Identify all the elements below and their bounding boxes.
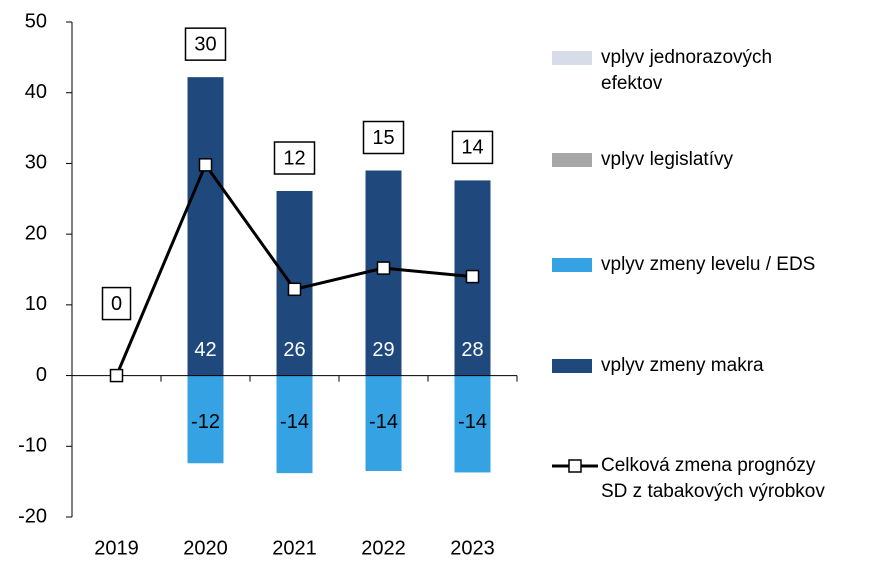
- y-tick-label: 40: [25, 81, 47, 103]
- bar-value-label: -14: [280, 411, 309, 433]
- bar-value-label: 42: [194, 339, 216, 361]
- line-value-label: 14: [461, 137, 483, 159]
- x-tick-label: 2020: [183, 537, 228, 559]
- line-value-label: 12: [283, 147, 305, 169]
- line-marker: [287, 282, 302, 297]
- bar-value-label: 26: [283, 339, 305, 361]
- line-label-box: [362, 120, 405, 155]
- line-marker: [376, 261, 391, 275]
- x-tick-label: 2022: [361, 537, 406, 559]
- y-tick-label: 20: [25, 222, 47, 244]
- bar-value-label: -14: [458, 411, 487, 433]
- bar: [365, 375, 402, 472]
- line-label-box: [451, 130, 494, 165]
- line-value-label: 30: [194, 33, 216, 55]
- bar: [187, 77, 224, 376]
- line-marker: [198, 158, 213, 172]
- y-tick-label: 10: [25, 293, 47, 315]
- legend-swatch: [552, 153, 592, 167]
- y-tick-label: 30: [25, 152, 47, 174]
- x-tick-label: 2023: [450, 537, 495, 559]
- bar: [187, 375, 224, 464]
- bar: [276, 375, 313, 474]
- line-marker: [109, 368, 124, 383]
- line-value-label: 0: [111, 293, 122, 315]
- bar-value-label: -12: [191, 411, 220, 433]
- legend-swatch: [552, 51, 592, 65]
- x-tick-label: 2019: [94, 537, 139, 559]
- y-tick-label: -20: [18, 505, 47, 527]
- line-marker: [465, 269, 480, 284]
- legend-label: vplyv zmeny makra: [601, 355, 764, 376]
- y-tick-label: 50: [25, 10, 47, 32]
- line-label-box: [101, 286, 132, 321]
- legend-swatch: [552, 359, 592, 373]
- bar-value-label: -14: [369, 411, 398, 433]
- line-label-box: [273, 141, 316, 175]
- bar-value-label: 28: [461, 339, 483, 361]
- y-tick-label: 0: [36, 364, 47, 386]
- line-value-label: 15: [372, 127, 394, 149]
- legend-label: vplyv zmeny levelu / EDS: [601, 254, 816, 275]
- line-label-box: [184, 27, 227, 61]
- legend-label: Celková zmena prognózy SD z tabakových v…: [601, 455, 825, 502]
- legend-marker: [568, 459, 582, 473]
- legend-label: vplyv jednorazových efektov: [601, 47, 773, 94]
- bar-value-label: 29: [372, 339, 394, 361]
- legend-label: vplyv legislatívy: [601, 149, 733, 170]
- legend-swatch: [552, 258, 592, 272]
- x-tick-label: 2021: [272, 537, 317, 559]
- bar: [454, 375, 491, 473]
- y-tick-label: -10: [18, 435, 47, 457]
